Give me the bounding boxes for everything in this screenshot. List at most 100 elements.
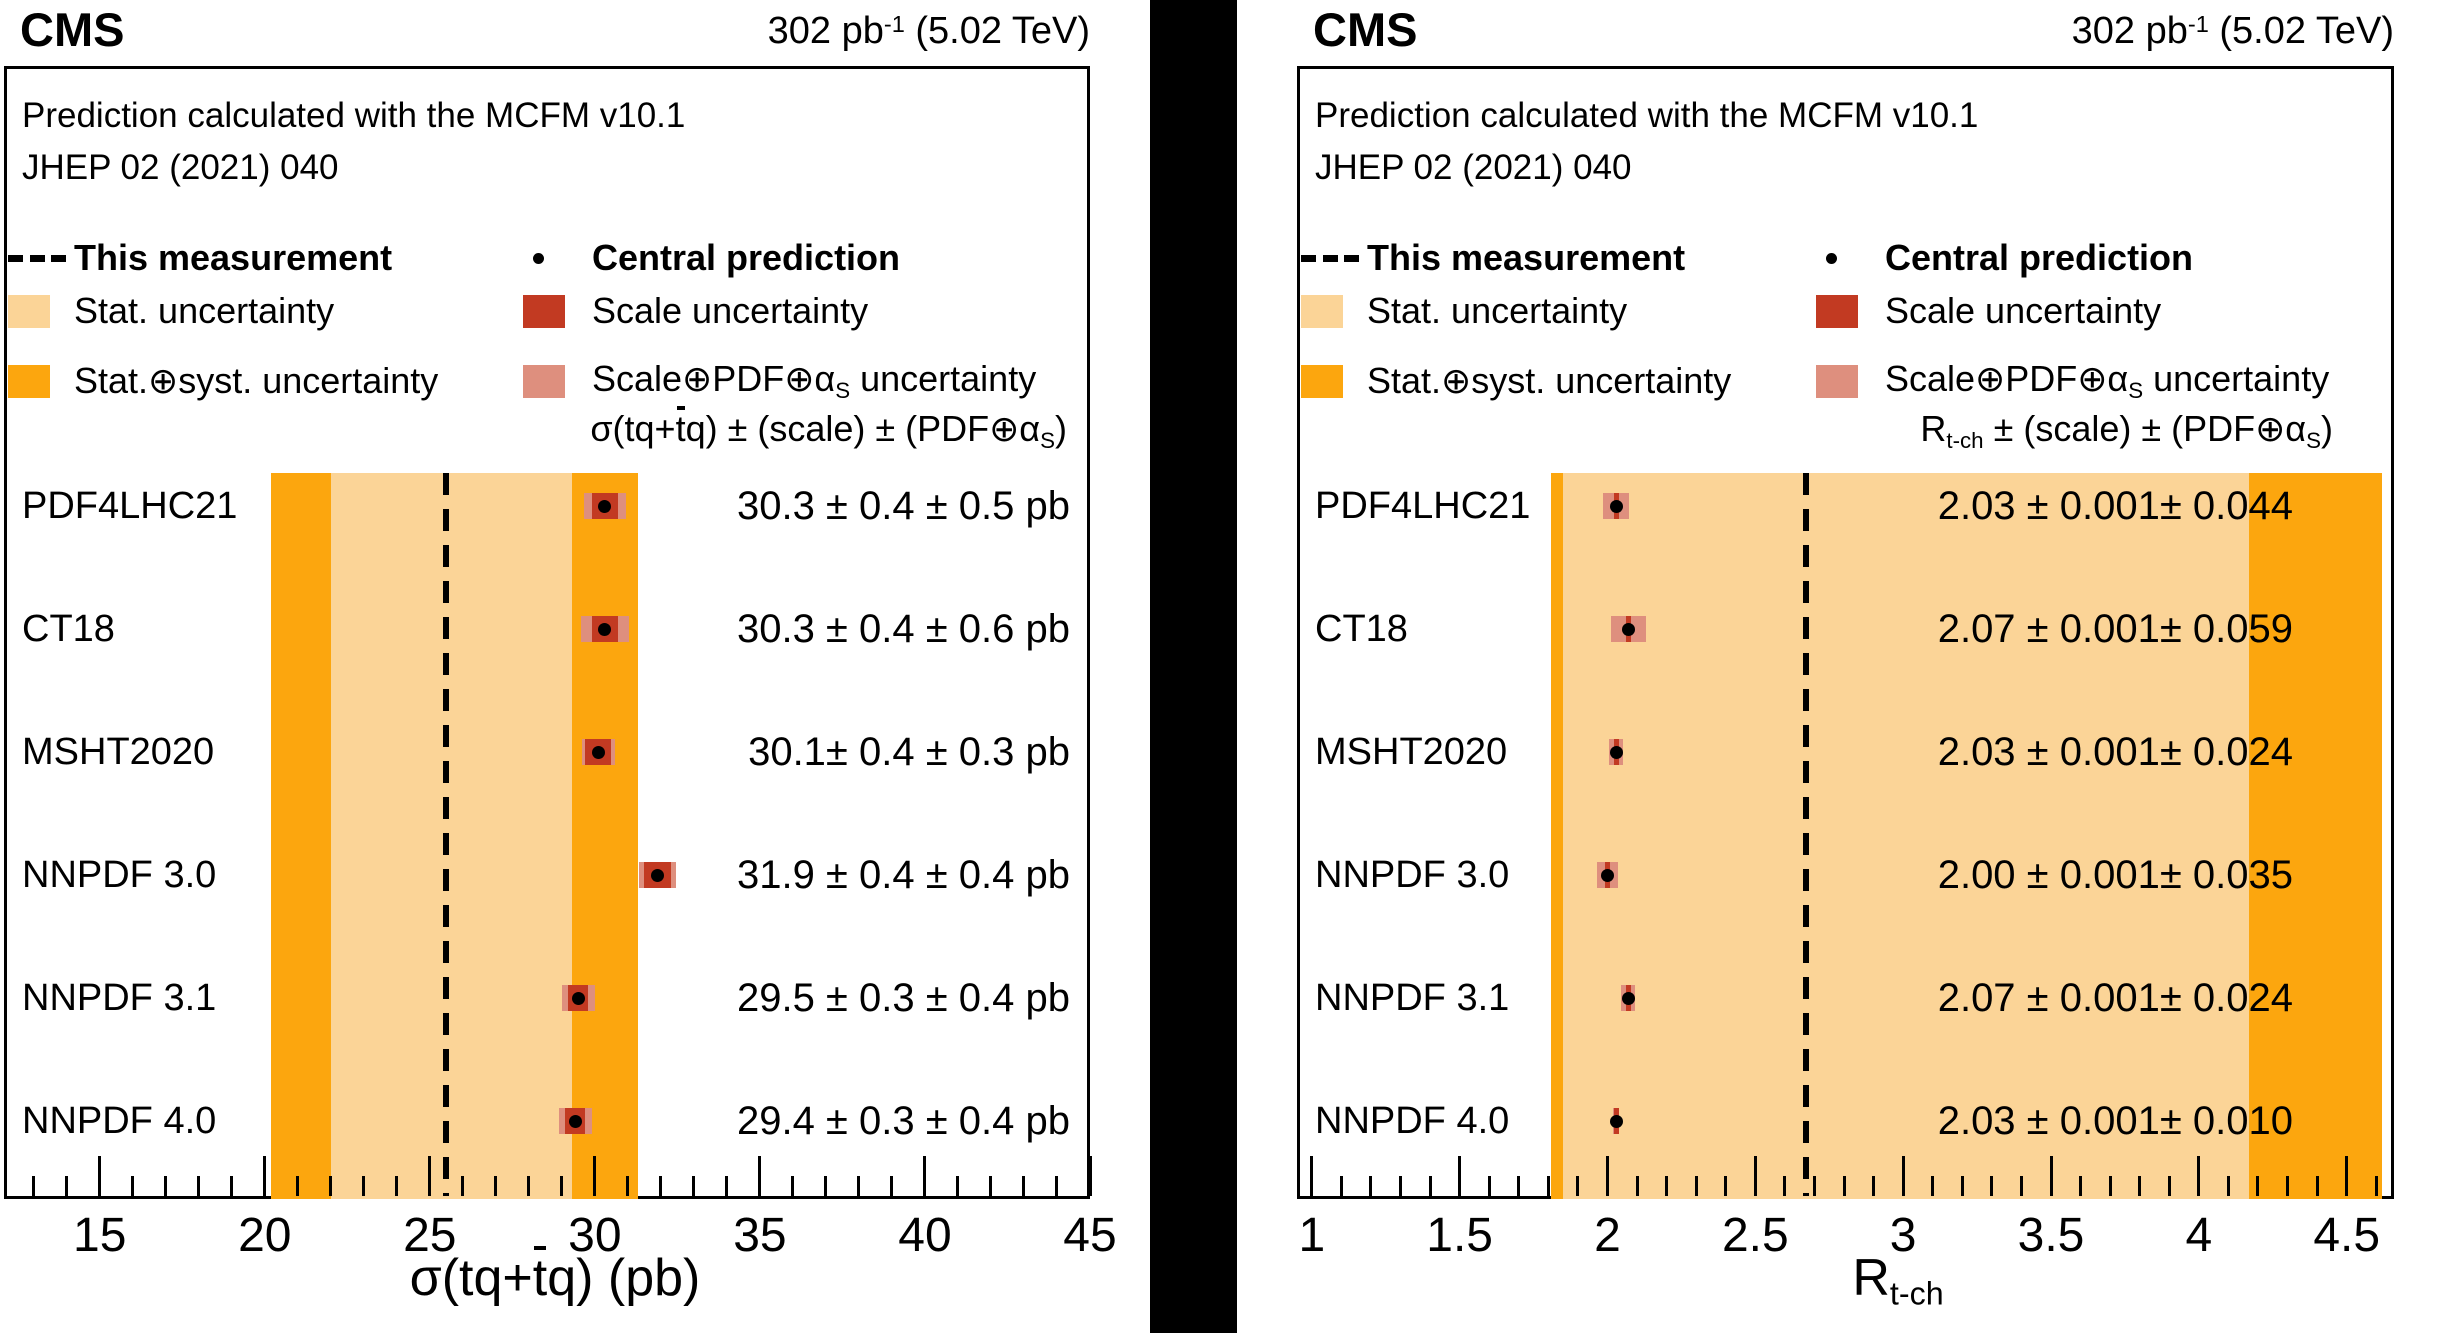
legend-this-measurement: This measurement	[1301, 237, 1685, 278]
x-minor-tick	[527, 1176, 531, 1196]
x-minor-tick	[1339, 1176, 1343, 1196]
x-minor-tick	[2226, 1176, 2230, 1196]
x-minor-tick	[65, 1176, 69, 1196]
row-label: NNPDF 3.1	[1315, 977, 1510, 1019]
x-major-tick	[1310, 1156, 1314, 1196]
central-prediction-dot	[571, 991, 585, 1005]
x-minor-tick	[1428, 1176, 1432, 1196]
legend-scale-uncertainty: Scale uncertainty	[523, 290, 868, 331]
x-minor-tick	[1055, 1176, 1059, 1196]
x-major-tick	[428, 1156, 432, 1196]
value-label: 29.4 ± 0.3 ± 0.4 pb	[736, 1099, 1070, 1143]
cms-logo: CMS	[20, 3, 125, 56]
x-major-tick	[2345, 1156, 2349, 1196]
x-tick-label: 4	[2185, 1209, 2213, 1262]
central-prediction-dot	[1609, 499, 1623, 513]
row-label: MSHT2020	[1315, 731, 1508, 773]
legend-label: Stat.⊕syst. uncertainty	[1367, 360, 1732, 401]
x-minor-tick	[956, 1176, 960, 1196]
stat-syst-band-swatch	[8, 364, 50, 398]
x-minor-tick	[2315, 1176, 2319, 1196]
x-tick-label: 3	[1889, 1209, 1917, 1262]
value-label: 30.3 ± 0.4 ± 0.5 pb	[736, 484, 1070, 528]
x-minor-tick	[230, 1176, 234, 1196]
x-minor-tick	[1783, 1176, 1787, 1196]
value-label: 2.03 ± 0.001± 0.024	[1937, 730, 2293, 774]
central-prediction-dot	[1609, 1114, 1623, 1128]
row-label: NNPDF 4.0	[1315, 1100, 1510, 1142]
divider-bar	[1150, 0, 1237, 1333]
legend-label: This measurement	[74, 237, 393, 278]
x-minor-tick	[2138, 1176, 2142, 1196]
row-label: NNPDF 4.0	[22, 1100, 217, 1142]
x-minor-tick	[395, 1176, 399, 1196]
x-minor-tick	[1960, 1176, 1964, 1196]
x-tick-label: 35	[733, 1209, 787, 1262]
x-minor-tick	[1724, 1176, 1728, 1196]
x-minor-tick	[2256, 1176, 2260, 1196]
central-prediction-dot	[598, 622, 612, 636]
x-minor-tick	[1872, 1176, 1876, 1196]
legend-label: Scale uncertainty	[1885, 290, 2162, 331]
legend-scale-pdf-uncertainty: Scale⊕PDF⊕αS uncertainty	[523, 358, 1036, 403]
legend-stat-uncertainty: Stat. uncertainty	[1301, 290, 1628, 331]
row-label: NNPDF 3.0	[22, 854, 217, 896]
x-minor-tick	[1369, 1176, 1373, 1196]
x-major-tick	[1458, 1156, 1462, 1196]
x-minor-tick	[659, 1176, 663, 1196]
info-line-1: Prediction calculated with the MCFM v10.…	[1315, 96, 1979, 135]
panel-ratio: CMS 302 pb-1 (5.02 TeV) Prediction calcu…	[1293, 0, 2446, 1333]
x-major-tick	[98, 1156, 102, 1196]
legend-label: Central prediction	[1885, 237, 2194, 278]
info-line-1: Prediction calculated with the MCFM v10.…	[22, 96, 686, 135]
legend-this-measurement: This measurement	[8, 237, 393, 278]
x-minor-tick	[692, 1176, 696, 1196]
x-minor-tick	[1812, 1176, 1816, 1196]
x-minor-tick	[2286, 1176, 2290, 1196]
legend-stat-uncertainty: Stat. uncertainty	[8, 290, 335, 331]
x-major-tick	[2197, 1156, 2201, 1196]
x-major-tick	[1901, 1156, 1905, 1196]
lumi-label: 302 pb-1 (5.02 TeV)	[2071, 10, 2394, 52]
x-minor-tick	[164, 1176, 168, 1196]
x-minor-tick	[1576, 1176, 1580, 1196]
legend-scale-uncertainty: Scale uncertainty	[1816, 290, 2162, 331]
row-label: PDF4LHC21	[22, 485, 238, 527]
x-axis-title: σ(tq+tq) (pb)	[409, 1246, 701, 1307]
x-major-tick	[1605, 1156, 1609, 1196]
x-tick-label: 45	[1063, 1209, 1117, 1262]
dashed-line-swatch	[8, 254, 66, 262]
x-minor-tick	[1665, 1176, 1669, 1196]
lumi-label: 302 pb-1 (5.02 TeV)	[767, 10, 1090, 52]
central-prediction-dot	[1621, 991, 1635, 1005]
x-minor-tick	[2019, 1176, 2023, 1196]
x-minor-tick	[1517, 1176, 1521, 1196]
legend-label: Stat.⊕syst. uncertainty	[74, 360, 439, 401]
x-minor-tick	[1990, 1176, 1994, 1196]
x-axis-title: Rt-ch	[1852, 1249, 1944, 1312]
scale-box-swatch	[1816, 294, 1858, 328]
x-minor-tick	[2167, 1176, 2171, 1196]
value-label: 30.3 ± 0.4 ± 0.6 pb	[736, 607, 1070, 651]
legend-stat-syst-uncertainty: Stat.⊕syst. uncertainty	[1301, 360, 1732, 401]
central-prediction-dot	[1600, 868, 1614, 882]
legend-label: Stat. uncertainty	[1367, 290, 1628, 331]
x-tick-label: 40	[898, 1209, 952, 1262]
x-minor-tick	[2108, 1176, 2112, 1196]
x-tick-label: 4.5	[2313, 1209, 2381, 1262]
legend-label: Stat. uncertainty	[74, 290, 335, 331]
x-major-tick	[2049, 1156, 2053, 1196]
x-minor-tick	[791, 1176, 795, 1196]
legend-central-prediction: Central prediction	[1816, 237, 2194, 278]
x-minor-tick	[296, 1176, 300, 1196]
panel-cross-section: CMS 302 pb-1 (5.02 TeV) Prediction calcu…	[0, 0, 1150, 1333]
x-minor-tick	[32, 1176, 36, 1196]
x-minor-tick	[2374, 1176, 2378, 1196]
legend-central-prediction: Central prediction	[523, 237, 900, 278]
x-minor-tick	[131, 1176, 135, 1196]
x-minor-tick	[1546, 1176, 1550, 1196]
x-minor-tick	[626, 1176, 630, 1196]
value-label: 2.00 ± 0.001± 0.035	[1937, 853, 2293, 897]
central-prediction-dot	[591, 745, 605, 759]
